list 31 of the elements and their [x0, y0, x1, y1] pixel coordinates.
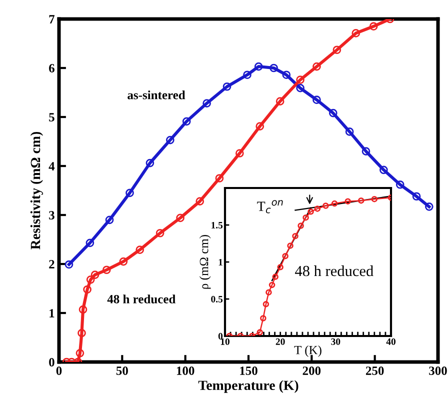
- annotation: T$_{c}$$^{on}$: [257, 200, 283, 214]
- y-tick-label: 2: [49, 260, 54, 268]
- y-tick-label: 6: [49, 64, 54, 72]
- y-tick-label: 4: [48, 162, 55, 170]
- x-tick-label: 50: [116, 366, 128, 375]
- y-tick-label: 7: [49, 15, 55, 24]
- y-axis-title: Resistivity (mΩ cm): [30, 132, 44, 250]
- series-label: 48 h reduced: [295, 265, 374, 276]
- y-tick-label: 0: [49, 358, 54, 366]
- x-tick-label: 0: [56, 366, 62, 375]
- x-tick-label: 10: [220, 338, 230, 345]
- series-label: as-sintered: [128, 90, 186, 100]
- x-axis-title: Temperature (K): [198, 380, 298, 393]
- y-tick-label: 1: [218, 258, 222, 266]
- x-tick-label: 300: [429, 366, 447, 375]
- y-tick-label: 5: [49, 113, 54, 122]
- x-tick-label: 250: [366, 366, 384, 375]
- x-axis-title: T (K): [294, 346, 322, 357]
- y-tick-label: 0: [218, 332, 223, 340]
- y-tick-label: 0.5: [211, 296, 223, 303]
- x-tick-label: 40: [386, 338, 396, 345]
- series-label: 48 h reduced: [107, 294, 176, 304]
- x-tick-label: 200: [302, 366, 321, 375]
- y-axis-title: ρ (mΩ cm): [199, 235, 211, 289]
- y-tick-label: 3: [49, 211, 54, 220]
- y-tick-label: 1: [50, 309, 54, 318]
- x-tick-label: 100: [176, 366, 194, 375]
- x-tick-label: 20: [276, 338, 285, 345]
- x-tick-label: 30: [331, 338, 340, 345]
- y-tick-label: 1.5: [212, 222, 223, 229]
- x-tick-label: 150: [240, 366, 258, 375]
